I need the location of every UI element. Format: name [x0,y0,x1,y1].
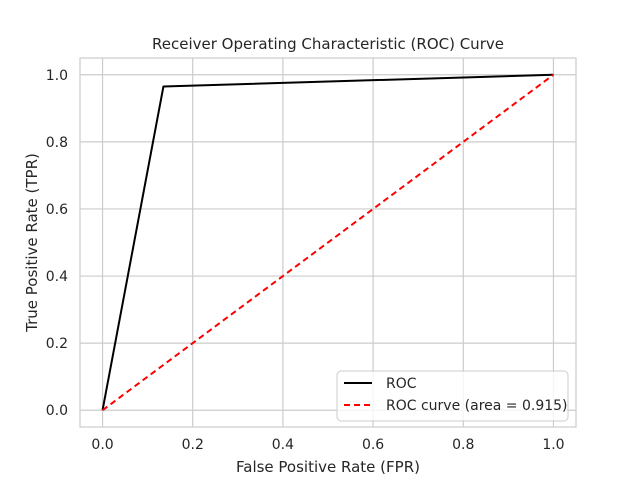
y-tick-label: 1.0 [46,68,68,84]
x-axis-label: False Positive Rate (FPR) [236,458,420,476]
x-tick-label: 0.0 [91,437,113,453]
x-grid [101,58,555,427]
x-tick-label: 1.0 [542,437,564,453]
y-axis-label: True Positive Rate (TPR) [23,153,41,333]
series-layer [101,73,555,412]
plot-area [79,57,577,428]
y-tick-label: 0.4 [46,269,68,285]
legend-label-roc-curve: ROC curve (area = 0.915) [386,398,568,414]
legend: ROC ROC curve (area = 0.915) [336,370,569,422]
x-tick-label: 0.6 [362,437,384,453]
x-tick-label: 0.4 [272,437,294,453]
y-tick-labels: 0.0 0.2 0.4 0.6 0.8 1.0 [46,68,68,419]
y-tick-label: 0.0 [46,403,68,419]
y-tick-label: 0.6 [46,202,68,218]
x-tick-label: 0.8 [452,437,474,453]
x-tick-label: 0.2 [182,437,204,453]
legend-box [336,370,569,422]
roc-curve-series-line [101,73,555,412]
roc-series-line [101,73,554,411]
y-tick-label: 0.8 [46,135,68,151]
legend-label-roc: ROC [386,376,417,392]
y-grid [80,74,576,411]
y-tick-label: 0.2 [46,336,68,352]
chart-title: Receiver Operating Characteristic (ROC) … [152,35,504,53]
x-tick-labels: 0.0 0.2 0.4 0.6 0.8 1.0 [91,437,564,453]
